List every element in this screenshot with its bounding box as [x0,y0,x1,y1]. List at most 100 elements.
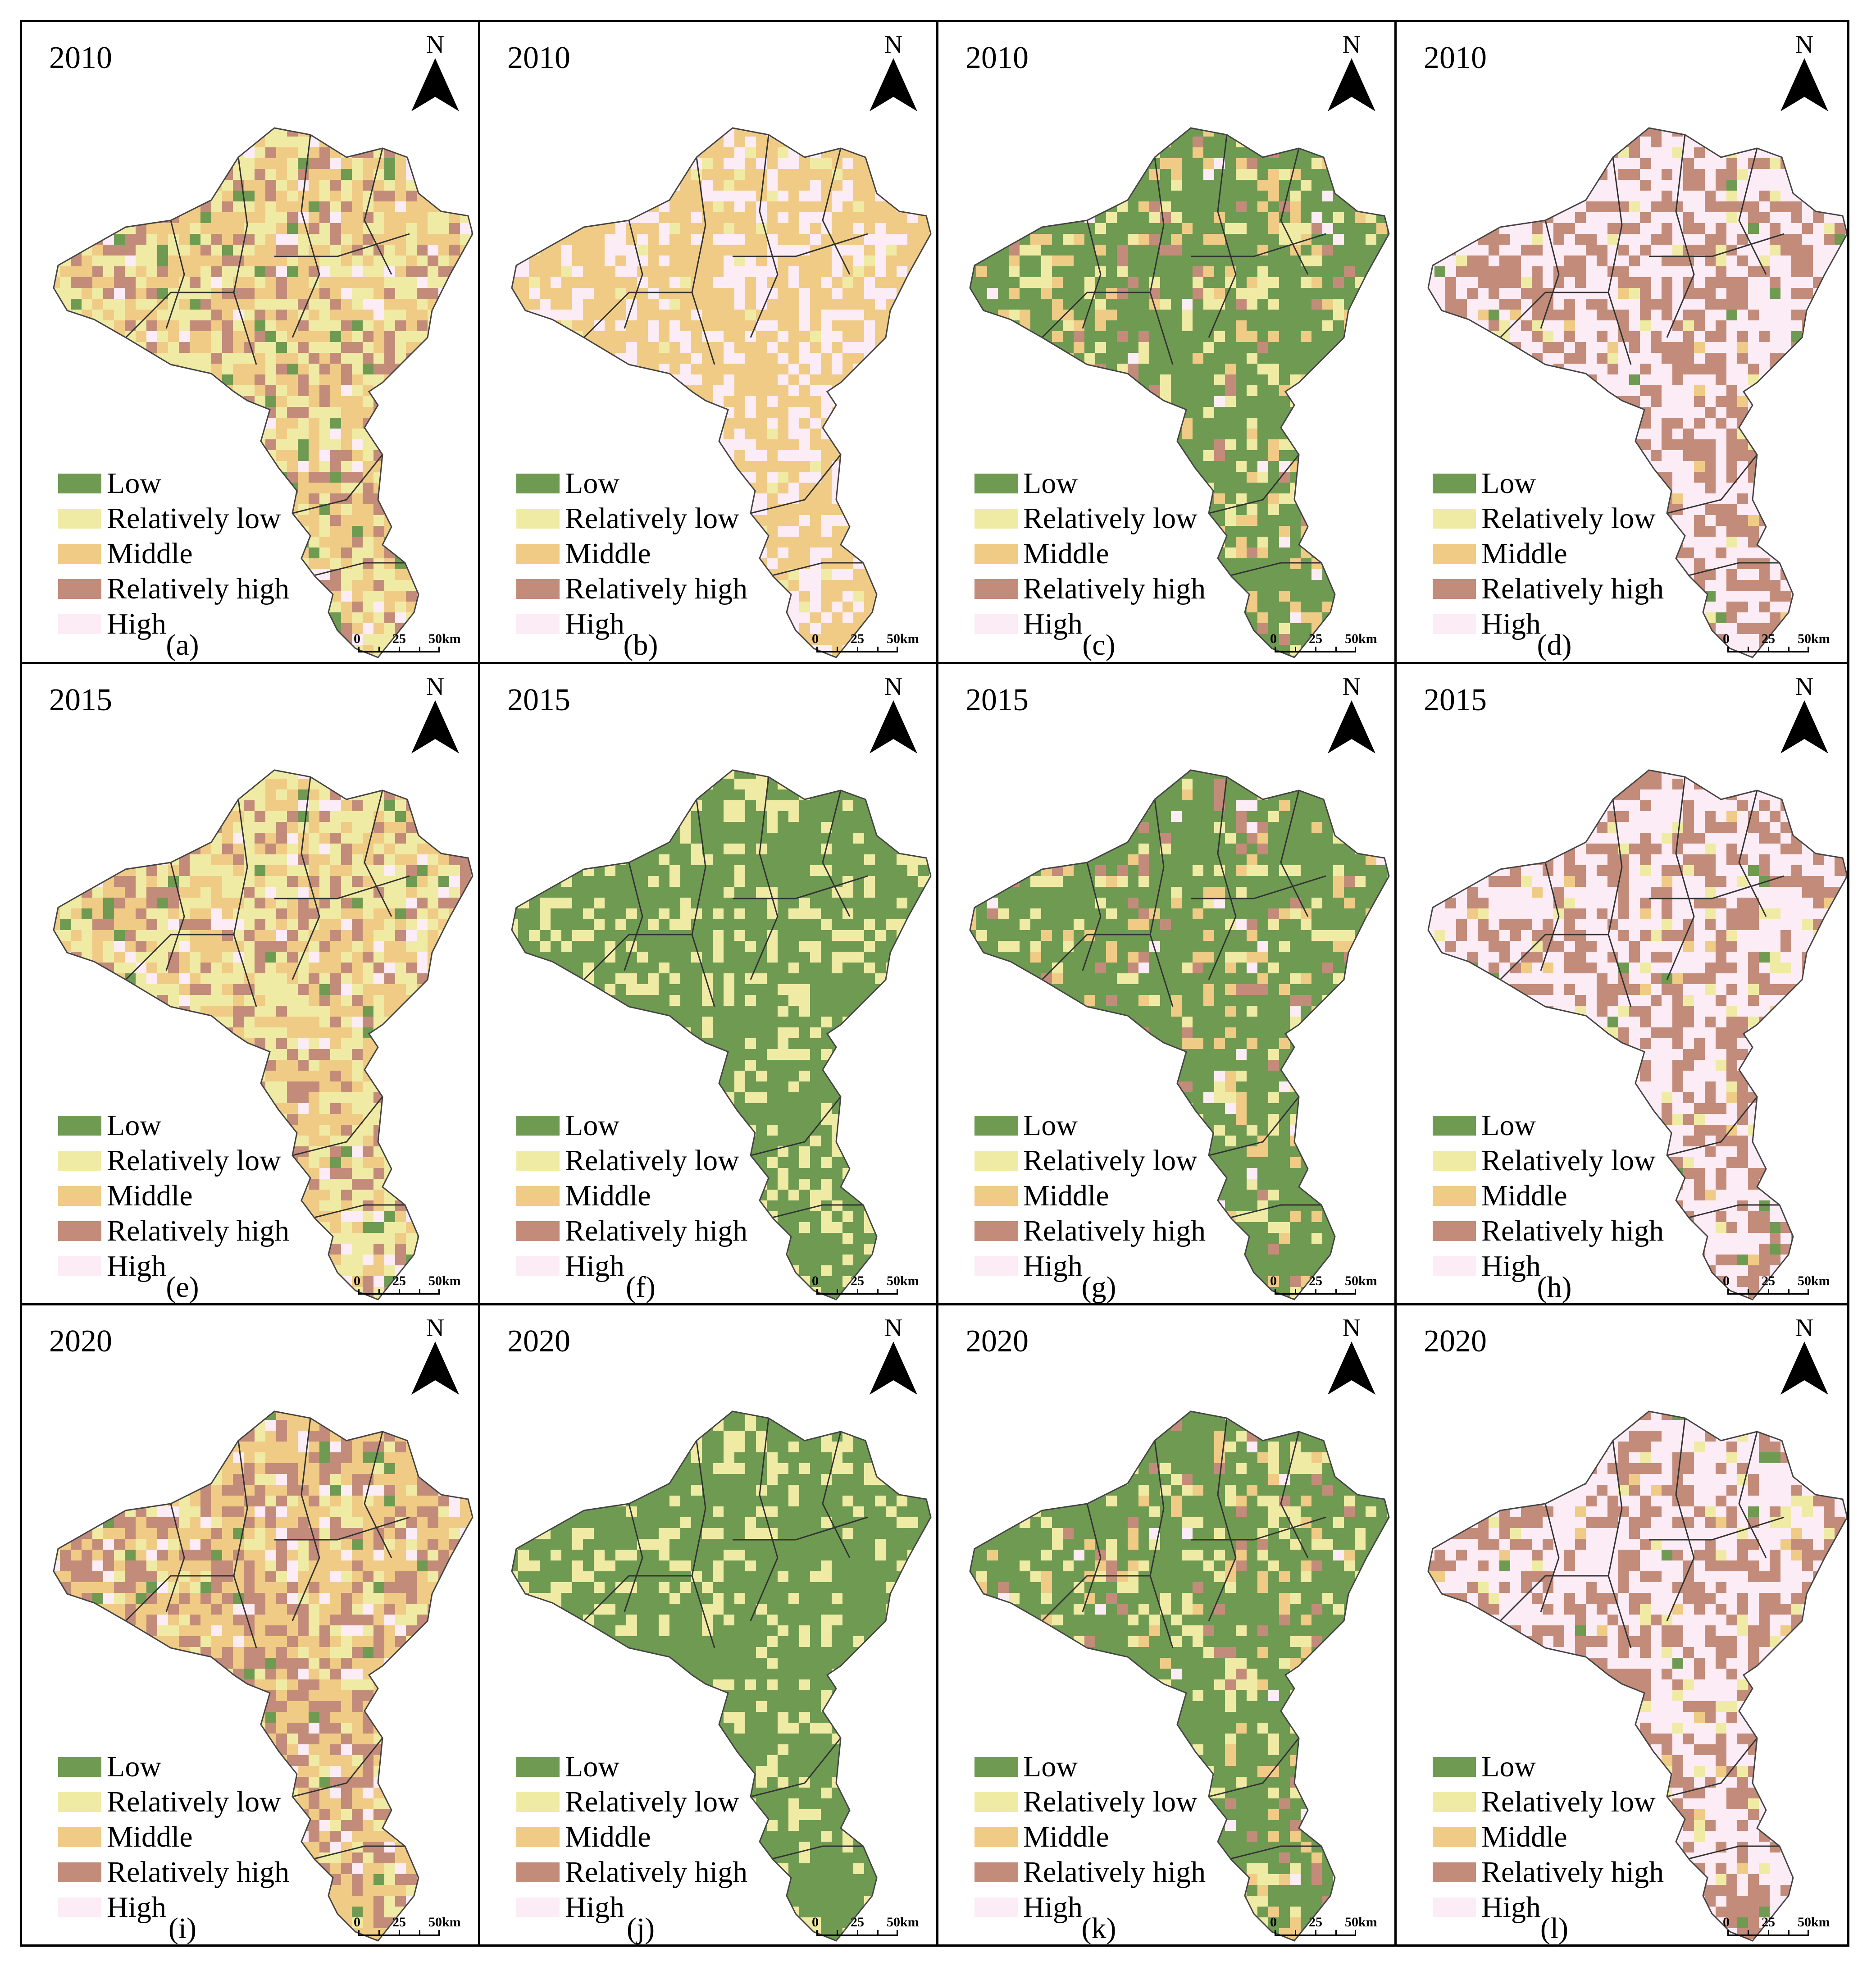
scale-tick [1748,647,1749,652]
legend-item-relatively-high: Relatively high [516,571,747,607]
scale-tick [419,1289,420,1295]
legend-label-middle: Middle [1023,537,1109,570]
scale-bar: 0 25 50km [811,1273,924,1303]
legend-label-middle: Middle [1481,1820,1567,1853]
scale-tick [897,647,898,652]
choropleth-map [969,769,1390,1300]
legend-swatch-relatively-high [974,1862,1018,1882]
north-label: N [426,673,445,701]
scale-mid: 25 [392,631,406,646]
legend-label-high: High [1481,1891,1541,1924]
legend: Low Relatively low Middle Relatively hig… [58,1749,289,1925]
scale-tick [837,1289,838,1295]
legend-label-relatively-low: Relatively low [1023,1144,1198,1177]
legend-swatch-middle [974,1827,1018,1847]
scale-mid: 25 [1762,631,1775,646]
legend-item-relatively-low: Relatively low [1433,501,1664,536]
north-label: N [884,673,903,701]
legend-item-high: High [58,607,289,642]
scale-tick [1788,1930,1789,1936]
legend-swatch-relatively-high [1433,579,1476,599]
legend-item-middle: Middle [516,1178,747,1214]
district-boundaries [125,776,410,1219]
legend: Low Relatively low Middle Relatively hig… [58,1108,289,1284]
map-panel-c: 2010 N Low Relatively low Middle [936,20,1397,664]
legend-swatch-low [516,1116,560,1136]
legend-label-relatively-high: Relatively high [1023,1856,1206,1889]
legend-label-high: High [565,1250,624,1282]
choropleth-map [53,127,474,658]
legend-item-middle: Middle [1433,536,1664,571]
choropleth-map [53,769,474,1300]
scale-tick [399,647,400,652]
map-panel-e: 2015 N Low Relatively low Middle [20,662,480,1305]
scale-zero: 0 [1270,631,1277,646]
legend: Low Relatively low Middle Relatively hig… [58,466,289,642]
scale-tick [816,1930,818,1936]
legend-swatch-relatively-high [516,1221,560,1241]
scale-mid: 25 [392,1915,406,1930]
legend-item-middle: Middle [516,1820,747,1855]
legend-item-relatively-low: Relatively low [974,501,1206,536]
scale-zero: 0 [354,631,360,646]
legend: Low Relatively low Middle Relatively hig… [516,1108,747,1284]
legend-label-relatively-low: Relatively low [107,1785,281,1818]
panel-year: 2010 [49,41,112,75]
scale-tick [1315,647,1316,652]
north-label: N [884,1314,903,1342]
scale-end: 50km [887,631,919,646]
legend-label-low: Low [1023,467,1078,500]
legend-swatch-middle [1433,1827,1476,1847]
north-arrow-icon [1780,58,1828,111]
legend-item-high: High [58,1249,289,1284]
legend-swatch-low [58,1757,101,1777]
north-arrow: N [869,1314,918,1398]
scale-tick [877,1289,879,1295]
legend-label-relatively-low: Relatively low [107,1144,281,1177]
legend-label-relatively-high: Relatively high [1481,572,1664,605]
legend-item-relatively-low: Relatively low [1433,1784,1664,1820]
legend-swatch-relatively-low [974,509,1018,529]
legend-swatch-middle [58,1186,101,1206]
legend-item-high: High [516,1249,747,1284]
scale-bar: 0 25 50km [1269,1915,1382,1944]
scale-tick [1295,1930,1296,1936]
scale-bar: 0 25 50km [353,1273,465,1303]
legend-swatch-low [516,1757,560,1777]
legend-item-relatively-high: Relatively high [974,1214,1206,1249]
legend-swatch-high [1433,614,1476,634]
legend-swatch-high [1433,1256,1476,1276]
map-panel-g: 2015 N Low Relatively low Middle [936,662,1397,1305]
region-outline [969,769,1390,1300]
legend-label-relatively-low: Relatively low [1023,502,1198,535]
legend-swatch-relatively-high [58,579,101,599]
legend-swatch-high [974,1898,1018,1917]
legend-item-relatively-high: Relatively high [58,571,289,607]
scale-tick [1768,1289,1769,1295]
map-panel-f: 2015 N Low Relatively low Middle [478,662,938,1305]
panel-year: 2015 [1424,683,1487,717]
north-arrow: N [410,1314,460,1398]
scale-tick [897,1930,898,1936]
district-boundaries [1041,134,1326,577]
scale-tick [438,1289,440,1295]
scale-tick [1808,647,1809,652]
panel-year: 2015 [49,683,112,717]
legend-item-relatively-high: Relatively high [1433,1855,1664,1890]
north-label: N [884,31,903,59]
scale-end: 50km [1345,1273,1377,1288]
north-arrow: N [410,673,460,757]
legend-label-low: Low [565,467,619,500]
legend-item-relatively-low: Relatively low [516,501,747,536]
scale-tick [1295,1289,1296,1295]
scale-tick [1355,1930,1356,1936]
choropleth-map [969,1410,1390,1942]
north-arrow: N [1327,1314,1376,1398]
legend-swatch-relatively-low [58,1151,101,1171]
legend-swatch-relatively-high [58,1221,101,1241]
north-arrow-icon [870,700,917,753]
scale-bar: 0 25 50km [353,1915,465,1944]
legend-label-relatively-low: Relatively low [1481,1144,1656,1177]
legend-item-low: Low [1433,466,1664,501]
legend-item-relatively-low: Relatively low [58,501,289,536]
